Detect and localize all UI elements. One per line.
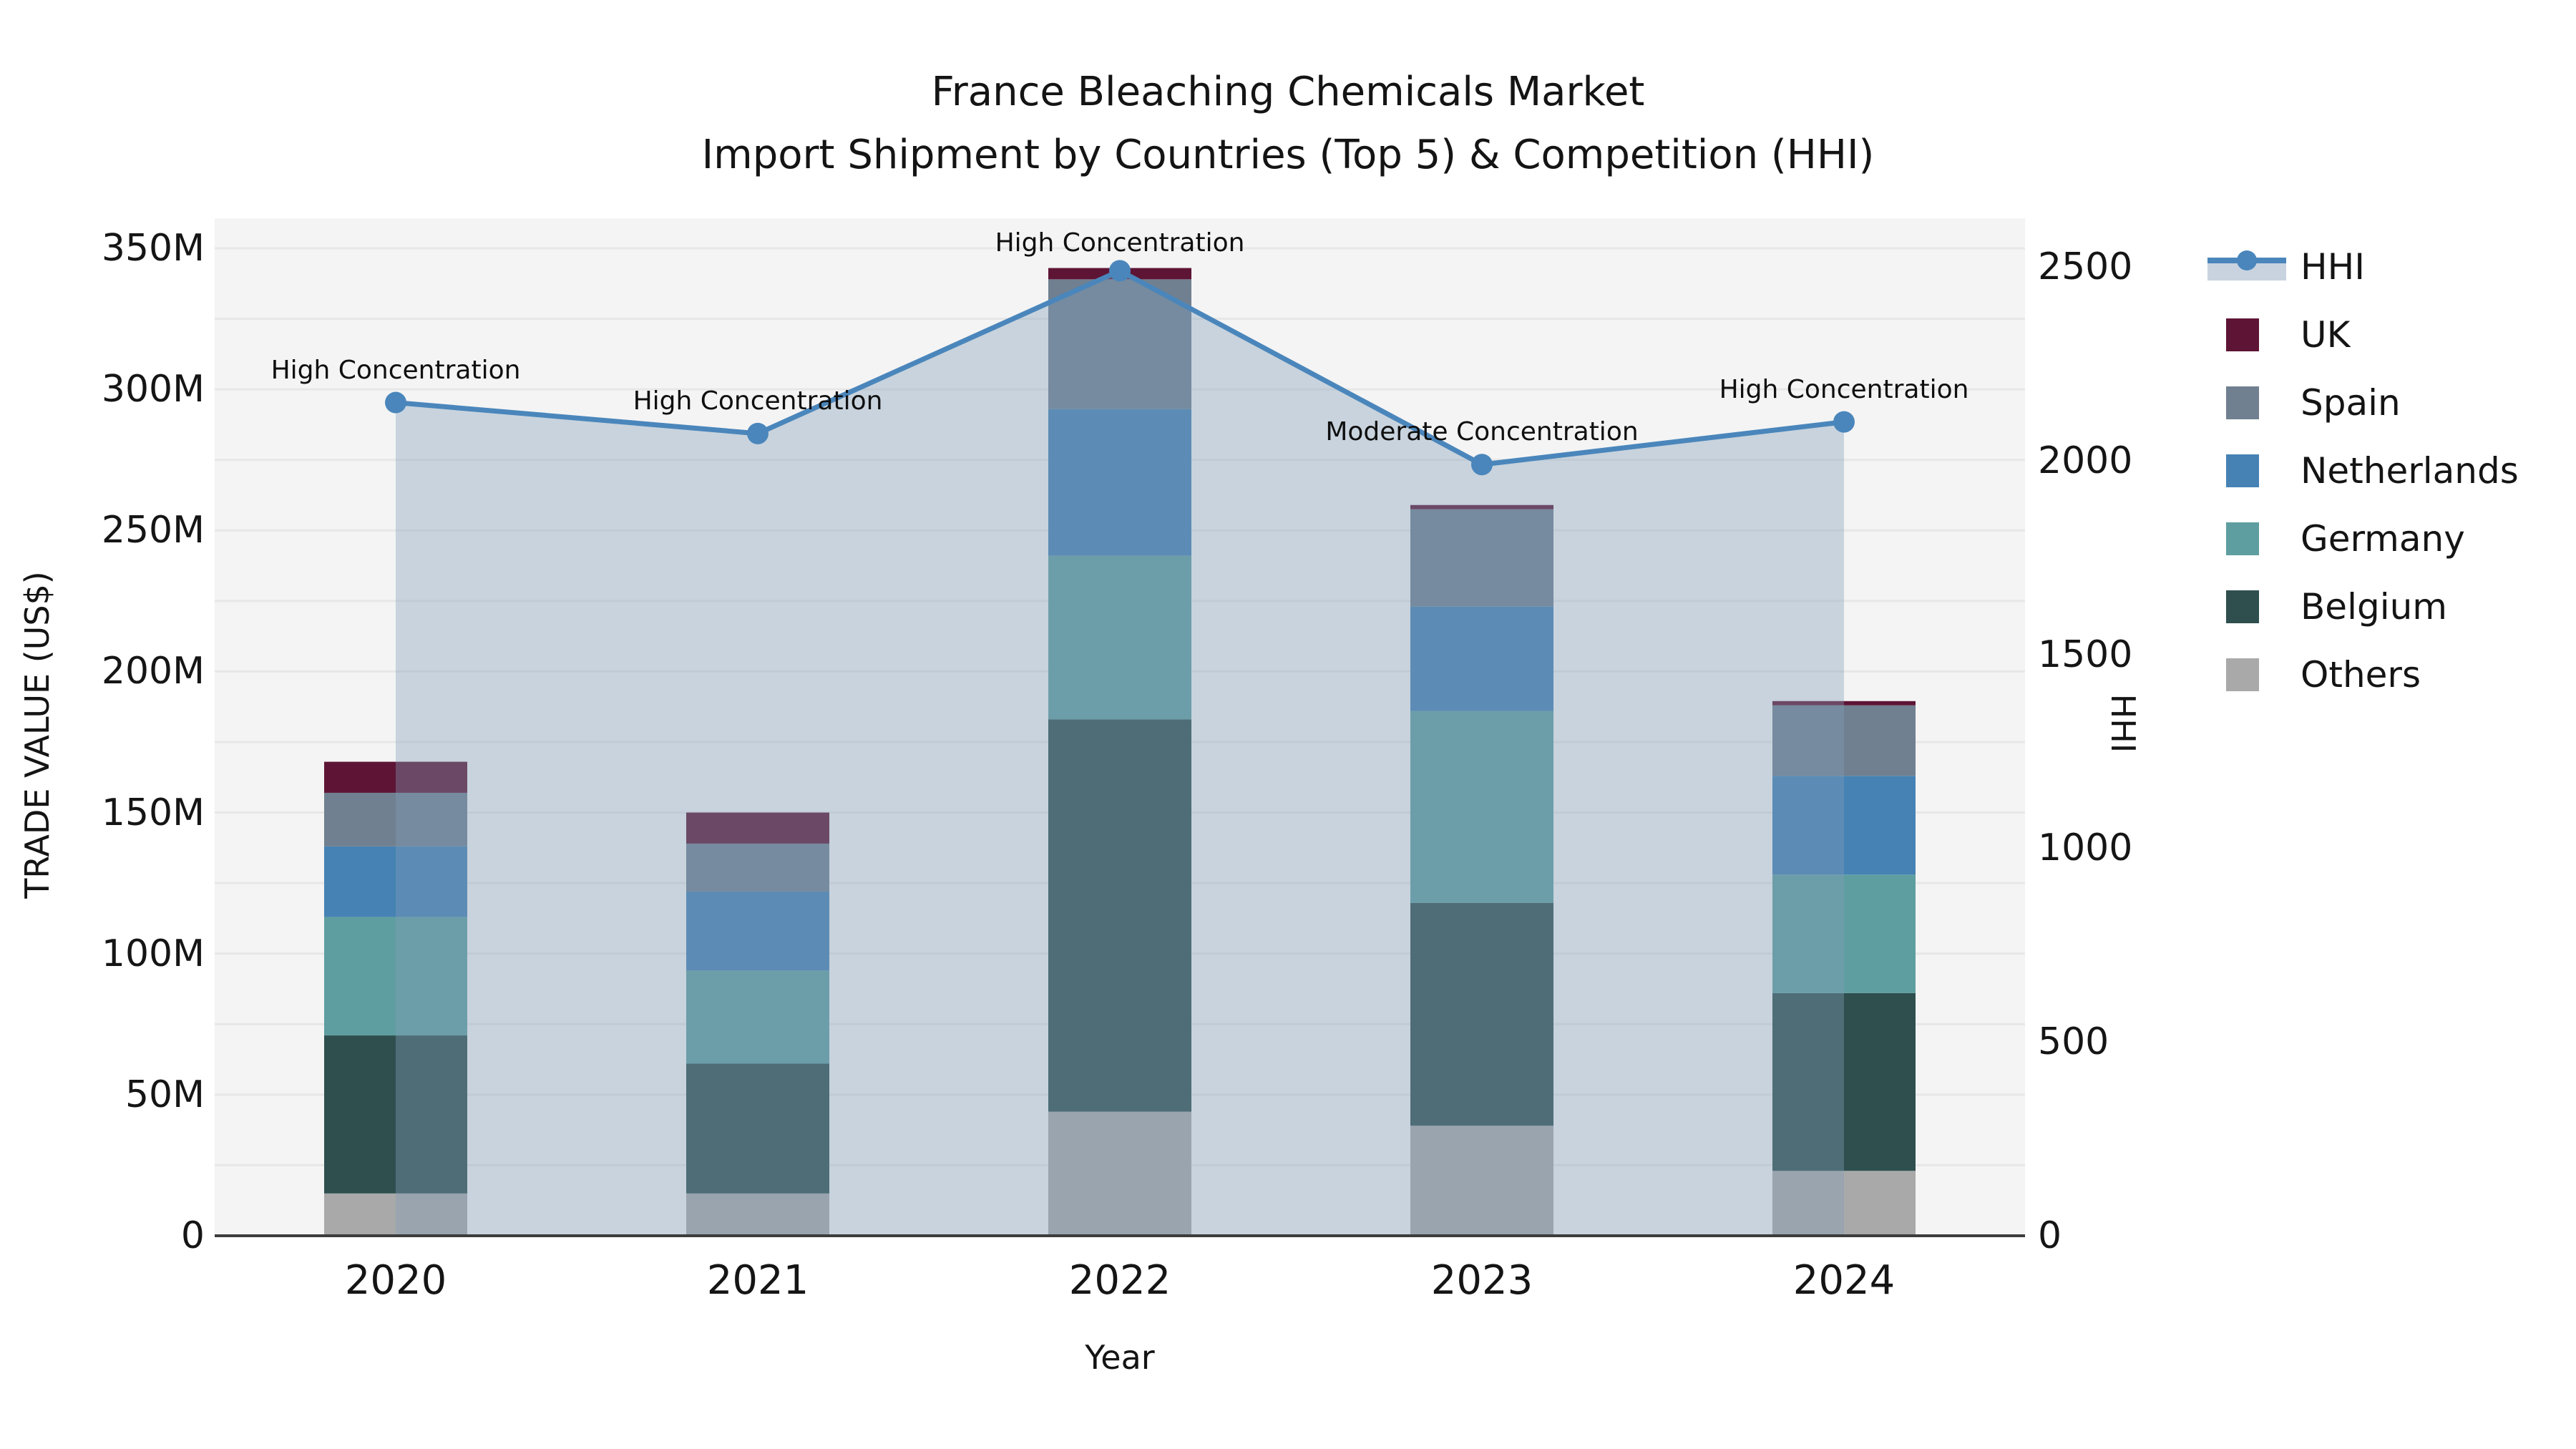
color-swatch-icon xyxy=(2226,454,2259,487)
color-swatch-icon xyxy=(2226,590,2259,623)
y-tick-right-1500: 1500 xyxy=(2038,633,2133,676)
y-tick-left-100M: 100M xyxy=(101,932,205,975)
others-swatch-icon xyxy=(2207,650,2286,700)
belgium-swatch-icon xyxy=(2207,582,2286,632)
bar-segment-uk-2023 xyxy=(1410,504,1553,509)
color-swatch-icon xyxy=(2226,318,2259,351)
legend-label: Others xyxy=(2301,654,2421,696)
y-tick-right-1000: 1000 xyxy=(2038,826,2133,870)
legend-item-netherlands: Netherlands xyxy=(2207,446,2519,496)
legend-item-belgium: Belgium xyxy=(2207,582,2447,632)
chart-title-line2: Import Shipment by Countries (Top 5) & C… xyxy=(701,132,1875,178)
y-tick-left-250M: 250M xyxy=(101,509,205,552)
color-swatch-icon xyxy=(2226,658,2259,691)
bar-segment-spain-2023 xyxy=(1410,509,1553,607)
x-axis-label: Year xyxy=(1085,1338,1155,1377)
legend-item-spain: Spain xyxy=(2207,378,2401,428)
legend-item-hhi: HHI xyxy=(2207,242,2365,292)
bar-segment-germany-2021 xyxy=(686,970,829,1064)
hhi-marker-2023 xyxy=(1471,454,1493,476)
bar-segment-uk-2020 xyxy=(324,761,467,793)
legend-item-others: Others xyxy=(2207,650,2421,700)
annotation-2024: High Concentration xyxy=(1719,374,1969,404)
legend-label: Germany xyxy=(2301,518,2465,560)
bar-segment-netherlands-2021 xyxy=(686,891,829,971)
germany-swatch-icon xyxy=(2207,514,2286,564)
bar-segment-belgium-2020 xyxy=(324,1035,467,1194)
color-swatch-icon xyxy=(2226,522,2259,555)
bar-segment-belgium-2022 xyxy=(1048,719,1191,1112)
y-axis-label-right: HHI xyxy=(2104,693,2142,753)
y-tick-left-0: 0 xyxy=(180,1214,205,1257)
y-axis-label-left: TRADE VALUE (US$) xyxy=(18,571,57,899)
y-tick-left-200M: 200M xyxy=(101,650,205,693)
bar-segment-uk-2021 xyxy=(686,812,829,844)
bar-segment-netherlands-2023 xyxy=(1410,606,1553,711)
bar-segment-netherlands-2022 xyxy=(1048,409,1191,556)
hhi-marker-icon xyxy=(2237,250,2257,270)
legend-label: Spain xyxy=(2301,382,2401,424)
x-tick-2021: 2021 xyxy=(706,1257,809,1304)
bar-segment-spain-2021 xyxy=(686,843,829,892)
bar-segment-spain-2022 xyxy=(1048,279,1191,409)
bar-segment-others-2020 xyxy=(324,1193,467,1236)
x-tick-2020: 2020 xyxy=(344,1257,447,1304)
legend-label: UK xyxy=(2301,314,2351,356)
y-tick-right-2000: 2000 xyxy=(2038,439,2133,482)
bar-segment-spain-2020 xyxy=(324,792,467,847)
x-tick-2024: 2024 xyxy=(1792,1257,1896,1304)
bar-segment-belgium-2023 xyxy=(1410,902,1553,1126)
legend-label: Netherlands xyxy=(2301,450,2519,492)
y-tick-left-50M: 50M xyxy=(125,1073,205,1116)
y-tick-right-0: 0 xyxy=(2038,1214,2062,1257)
chart-title-line1: France Bleaching Chemicals Market xyxy=(931,69,1645,115)
bar-segment-netherlands-2020 xyxy=(324,846,467,917)
netherlands-swatch-icon xyxy=(2207,446,2286,496)
bar-segment-others-2022 xyxy=(1048,1111,1191,1236)
legend-item-germany: Germany xyxy=(2207,514,2465,564)
hhi-marker-2024 xyxy=(1833,411,1855,433)
legend-label: Belgium xyxy=(2301,586,2447,628)
bar-segment-others-2021 xyxy=(686,1193,829,1236)
legend-label: HHI xyxy=(2301,246,2365,288)
bar-segment-germany-2023 xyxy=(1410,711,1553,903)
y-tick-right-500: 500 xyxy=(2038,1020,2109,1064)
chart-title: France Bleaching Chemicals Market Import… xyxy=(0,61,2576,187)
bar-segment-spain-2024 xyxy=(1772,705,1916,776)
bar-segment-others-2023 xyxy=(1410,1126,1553,1236)
annotation-2020: High Concentration xyxy=(270,355,521,385)
x-tick-2023: 2023 xyxy=(1430,1257,1533,1304)
bar-segment-uk-2024 xyxy=(1772,701,1916,706)
x-tick-2022: 2022 xyxy=(1068,1257,1171,1304)
hhi-marker-2021 xyxy=(747,422,769,444)
bar-segment-others-2024 xyxy=(1772,1171,1916,1236)
y-tick-left-350M: 350M xyxy=(101,226,205,270)
annotation-2022: High Concentration xyxy=(995,228,1245,258)
annotation-2021: High Concentration xyxy=(633,386,883,416)
bar-segment-netherlands-2024 xyxy=(1772,776,1916,875)
hhi-marker-2022 xyxy=(1109,260,1131,282)
y-tick-right-2500: 2500 xyxy=(2038,245,2133,288)
bar-segment-germany-2022 xyxy=(1048,555,1191,720)
bar-segment-germany-2024 xyxy=(1772,874,1916,993)
color-swatch-icon xyxy=(2226,386,2259,419)
legend-item-uk: UK xyxy=(2207,310,2350,360)
hhi-marker-2020 xyxy=(385,391,406,414)
y-tick-left-150M: 150M xyxy=(101,791,205,834)
bar-segment-belgium-2024 xyxy=(1772,992,1916,1171)
y-tick-left-300M: 300M xyxy=(101,368,205,411)
uk-swatch-icon xyxy=(2207,310,2286,360)
annotation-2023: Moderate Concentration xyxy=(1325,417,1639,447)
bar-segment-germany-2020 xyxy=(324,917,467,1036)
hhi-area-fill xyxy=(396,270,1844,1236)
bar-segment-belgium-2021 xyxy=(686,1063,829,1194)
spain-swatch-icon xyxy=(2207,378,2286,428)
hhi-line-legend-icon xyxy=(2207,242,2286,292)
